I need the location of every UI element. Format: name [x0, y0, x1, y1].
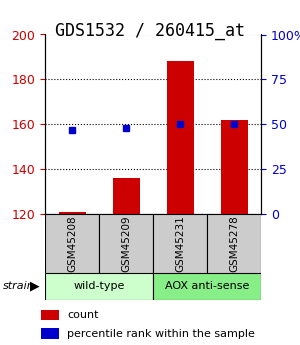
Text: wild-type: wild-type [73, 282, 125, 291]
Text: GSM45231: GSM45231 [175, 215, 185, 272]
Text: percentile rank within the sample: percentile rank within the sample [67, 329, 255, 339]
Text: AOX anti-sense: AOX anti-sense [165, 282, 249, 291]
FancyBboxPatch shape [99, 214, 153, 273]
Text: GSM45208: GSM45208 [67, 215, 77, 272]
Text: strain: strain [3, 282, 35, 291]
Bar [220, 120, 248, 214]
Text: GDS1532 / 260415_at: GDS1532 / 260415_at [55, 22, 245, 40]
Text: count: count [67, 310, 98, 320]
Bar [112, 178, 140, 214]
FancyBboxPatch shape [45, 214, 99, 273]
FancyBboxPatch shape [207, 214, 261, 273]
Text: GSM45209: GSM45209 [121, 215, 131, 272]
Bar [167, 61, 194, 214]
Text: ▶: ▶ [30, 280, 39, 293]
Bar [41, 328, 59, 339]
Bar [41, 310, 59, 320]
FancyBboxPatch shape [153, 273, 261, 300]
FancyBboxPatch shape [153, 214, 207, 273]
FancyBboxPatch shape [45, 273, 153, 300]
Text: GSM45278: GSM45278 [229, 215, 239, 272]
Bar [58, 211, 85, 214]
